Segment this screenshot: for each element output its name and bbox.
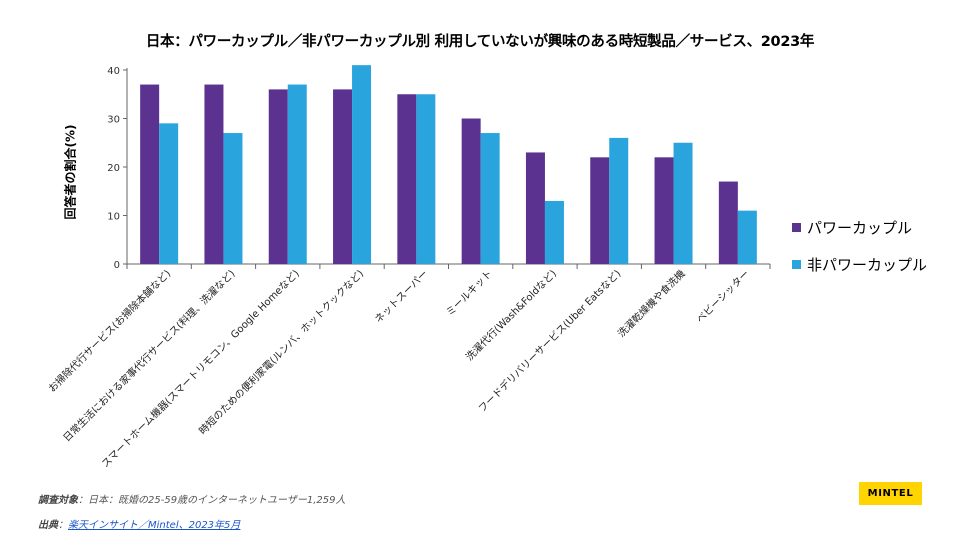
bar-power-couple (718, 181, 738, 264)
bar-power-couple (333, 89, 353, 265)
x-tick-label: ベビーシッター (694, 268, 752, 326)
x-tick-label: フードデリバリーサービス(Uber Eatsなど) (475, 267, 623, 415)
y-tick-label: 40 (107, 66, 120, 77)
y-tick-label: 30 (107, 115, 120, 126)
source-label: 出典 (38, 520, 58, 531)
y-axis-label: 回答者の割合(%) (63, 124, 78, 220)
legend-item-non-power-couple: 非パワーカップル (792, 254, 927, 275)
x-tick-label: ミールキット (445, 268, 495, 318)
bar-non-power-couple (287, 84, 307, 264)
bar-power-couple (140, 84, 160, 264)
bar-non-power-couple (609, 137, 629, 264)
bar-power-couple (654, 157, 674, 264)
bar-power-couple (590, 157, 610, 264)
bar-power-couple (525, 152, 545, 264)
legend-swatch-power (792, 223, 801, 232)
bar-non-power-couple (480, 133, 500, 264)
bar-power-couple (268, 89, 288, 265)
mintel-logo: MINTEL (859, 482, 922, 505)
survey-note: 調査対象：日本：既婚の25-59歳のインターネットユーザー1,259人 (38, 491, 346, 506)
survey-label: 調査対象 (38, 495, 78, 506)
bar-non-power-couple (159, 123, 179, 264)
bar-power-couple (204, 84, 224, 264)
source-separator: ： (58, 520, 68, 531)
legend-label-non-power: 非パワーカップル (807, 256, 928, 274)
legend-label-power: パワーカップル (807, 219, 913, 237)
x-tick-label: ネットスーパー (373, 268, 431, 326)
source-note: 出典：楽天インサイト／Mintel、2023年5月 (38, 516, 240, 531)
bar-non-power-couple (223, 133, 243, 264)
x-tick-label: お掃除代行サービス(お掃除本舗など) (45, 267, 173, 395)
bar-non-power-couple (737, 210, 757, 264)
bar-power-couple (461, 118, 481, 264)
chart-title: 日本：パワーカップル／非パワーカップル別 利用していないが興味のある時短製品／サ… (145, 34, 815, 50)
bar-non-power-couple (673, 142, 693, 264)
bar-power-couple (397, 94, 417, 264)
y-tick-label: 10 (107, 212, 120, 223)
bar-non-power-couple (352, 65, 372, 265)
y-tick-label: 20 (107, 163, 120, 174)
y-tick-label: 0 (114, 260, 120, 271)
bar-non-power-couple (416, 94, 436, 264)
legend-item-power-couple: パワーカップル (792, 217, 912, 238)
source-link[interactable]: 楽天インサイト／Mintel、2023年5月 (68, 520, 241, 531)
legend-swatch-non-power (792, 260, 801, 269)
bar-non-power-couple (544, 200, 564, 264)
survey-text: ：日本：既婚の25-59歳のインターネットユーザー1,259人 (78, 495, 346, 506)
x-tick-label: 洗濯乾燥機や食洗機 (615, 267, 688, 340)
